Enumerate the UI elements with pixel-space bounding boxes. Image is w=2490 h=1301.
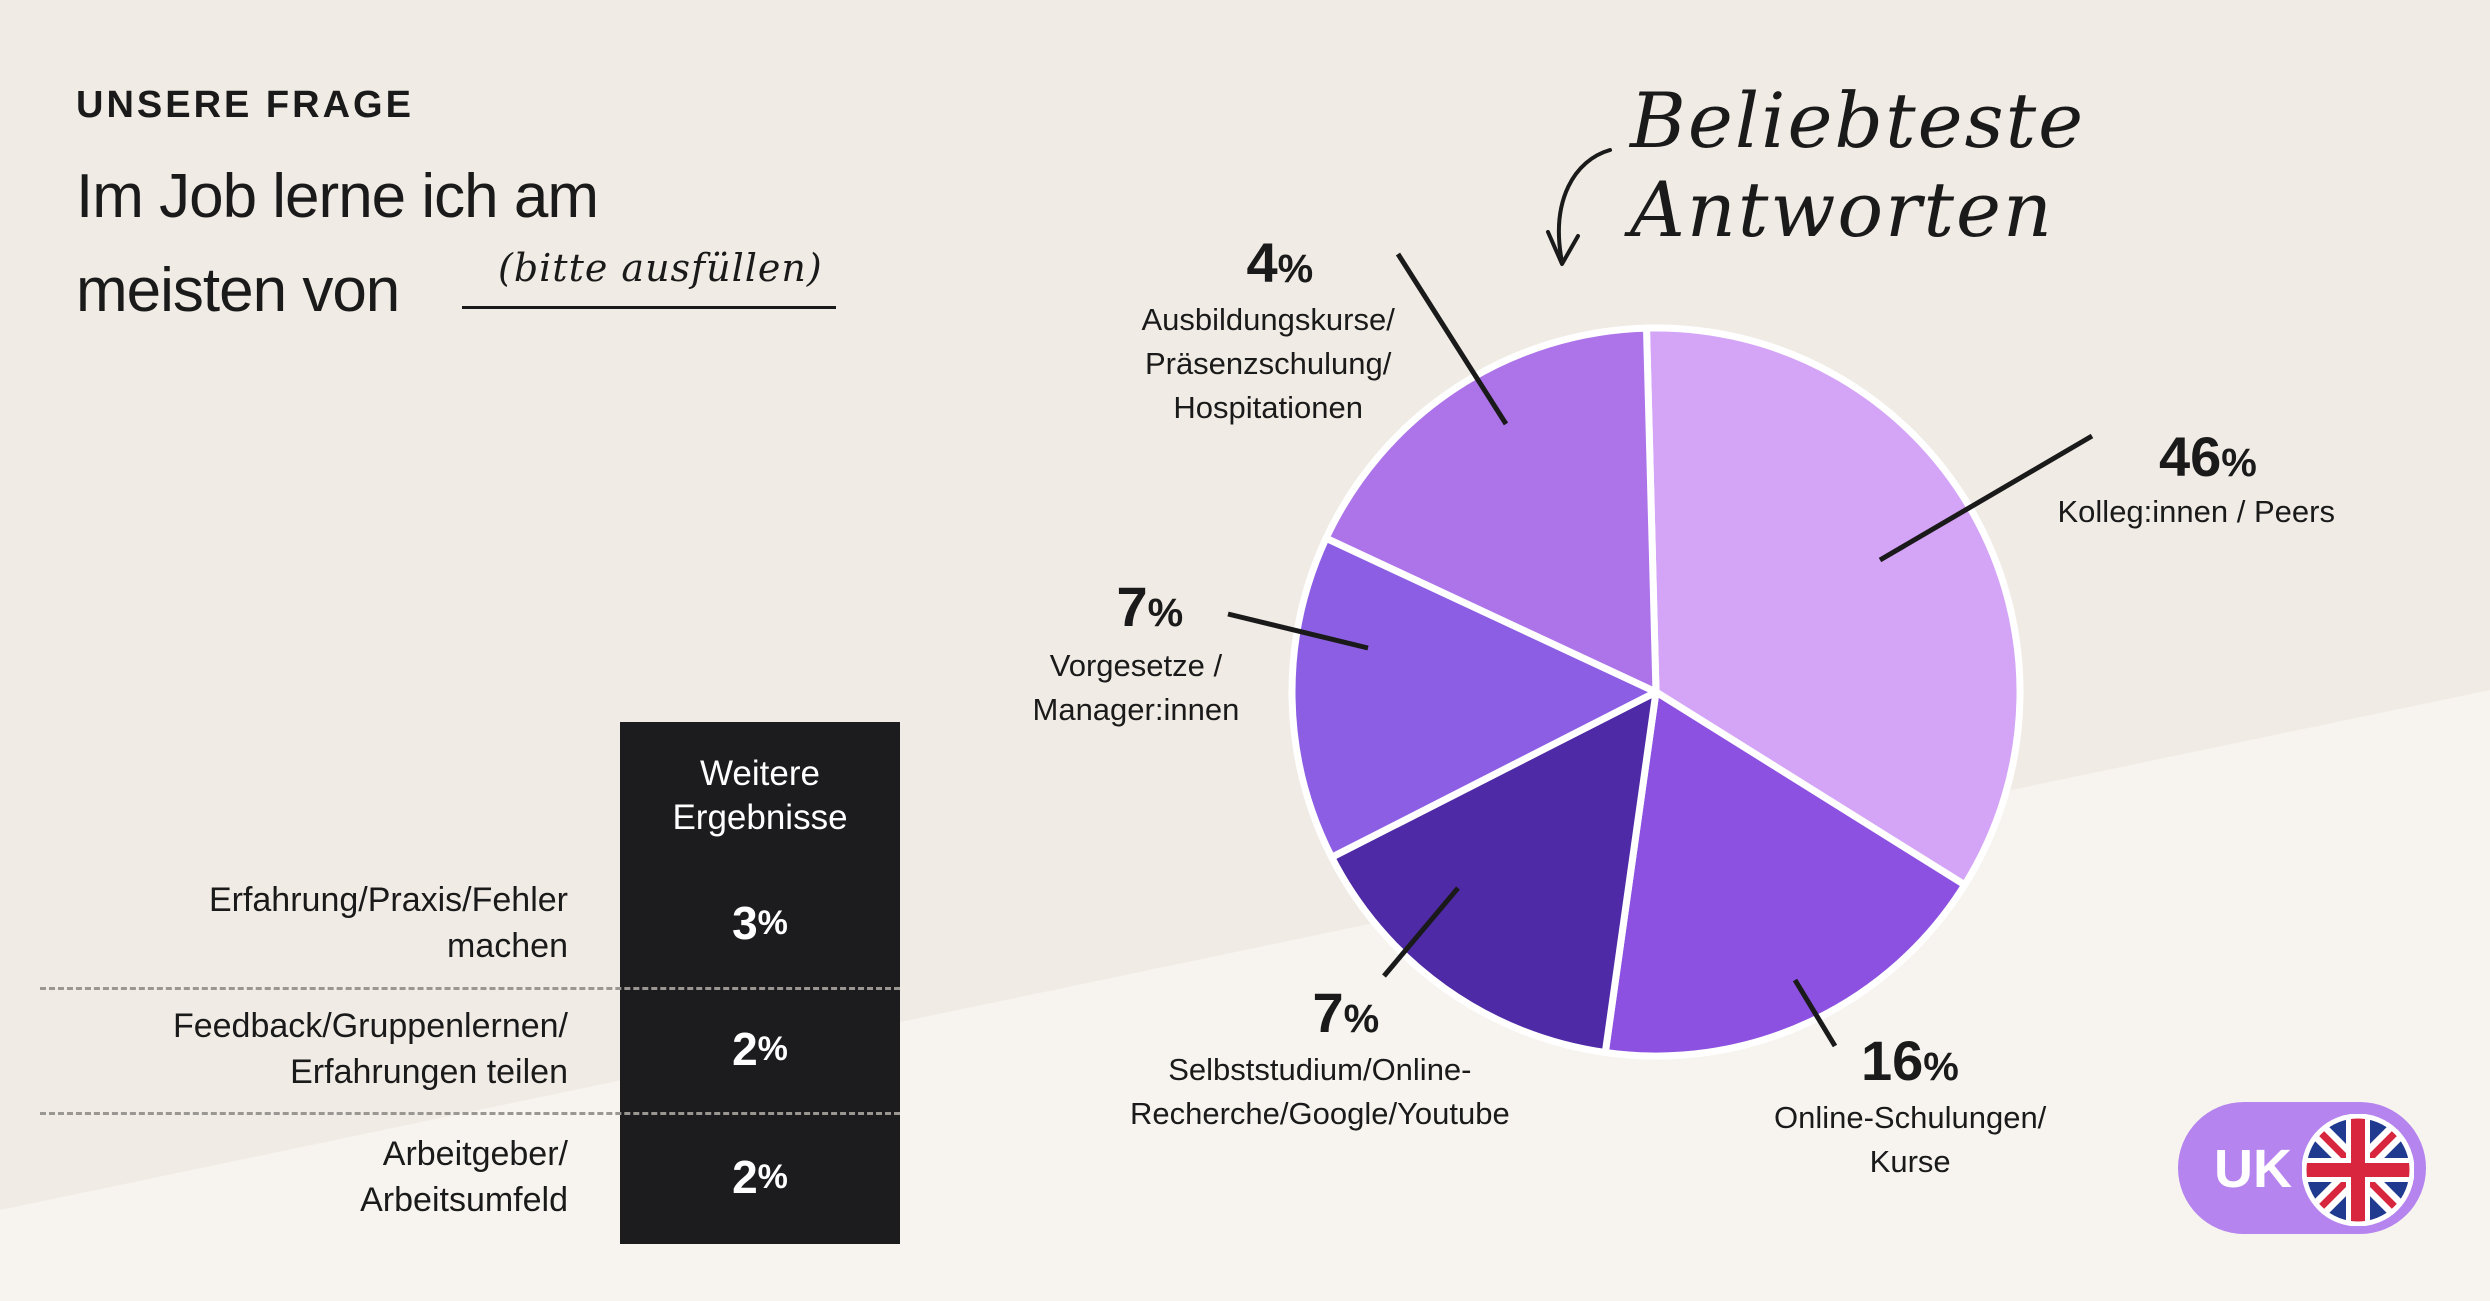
uk-flag-icon xyxy=(2302,1114,2414,1226)
slice-category-label: Online-Schulungen/ Kurse xyxy=(1774,1100,2047,1179)
more-results-panel xyxy=(620,722,900,1244)
slice-category-label: Selbststudium/Online- Recherche/Google/Y… xyxy=(1130,1052,1510,1131)
more-result-value: 2% xyxy=(732,1023,788,1075)
slice-category-label: Ausbildungskurse/ Präsenzschulung/ Hospi… xyxy=(1141,302,1395,425)
more-result-label: Arbeitgeber/ Arbeitsumfeld xyxy=(360,1135,568,1219)
slice-percent-label: 16% xyxy=(1861,1029,1959,1092)
chart-annotation: Beliebteste Antworten xyxy=(1630,76,2086,254)
question-kicker: UNSERE FRAGE xyxy=(76,84,414,126)
slice-percent-label: 7% xyxy=(1116,575,1184,638)
slice-percent-label: 4% xyxy=(1246,231,1314,294)
more-result-label: Feedback/Gruppenlernen/ Erfahrungen teil… xyxy=(172,1007,568,1091)
pie-slice xyxy=(1601,688,1969,1060)
row-divider xyxy=(40,987,900,990)
slice-percent-label: 7% xyxy=(1312,981,1380,1044)
slice-percent-label: 46% xyxy=(2159,425,2257,488)
more-result-row: Feedback/Gruppenlernen/ Erfahrungen teil… xyxy=(0,986,900,1112)
leader-line xyxy=(1382,886,1460,978)
leader-line xyxy=(1395,252,1509,426)
country-badge-label: UK xyxy=(2214,1139,2292,1199)
more-result-value: 3% xyxy=(732,897,788,949)
more-result-label: Erfahrung/Praxis/Fehler machen xyxy=(208,881,568,965)
more-result-row: Erfahrung/Praxis/Fehler machen 3% xyxy=(0,860,900,986)
pie-slice xyxy=(1322,324,1660,696)
slice-category-label: Kolleg:innen / Peers xyxy=(2057,494,2335,529)
leader-line xyxy=(1792,978,1838,1048)
more-results-header: Weitere Ergebnisse xyxy=(672,754,848,837)
more-result-value: 2% xyxy=(732,1151,788,1203)
leader-line xyxy=(1878,433,2094,563)
fill-in-line xyxy=(462,306,836,309)
row-divider xyxy=(40,1112,900,1115)
leader-line xyxy=(1227,611,1369,651)
slice-category-label: Vorgesetze / Manager:innen xyxy=(1032,648,1240,727)
pie-slice xyxy=(1643,324,2024,889)
question-title: Im Job lerne ich am meisten von xyxy=(76,162,599,325)
pie-slice xyxy=(1288,534,1660,861)
more-result-row: Arbeitgeber/ Arbeitsumfeld 2% xyxy=(0,1114,900,1240)
pie-slice xyxy=(1328,688,1660,1056)
fill-in-hint: (bitte ausfüllen) xyxy=(498,246,823,290)
